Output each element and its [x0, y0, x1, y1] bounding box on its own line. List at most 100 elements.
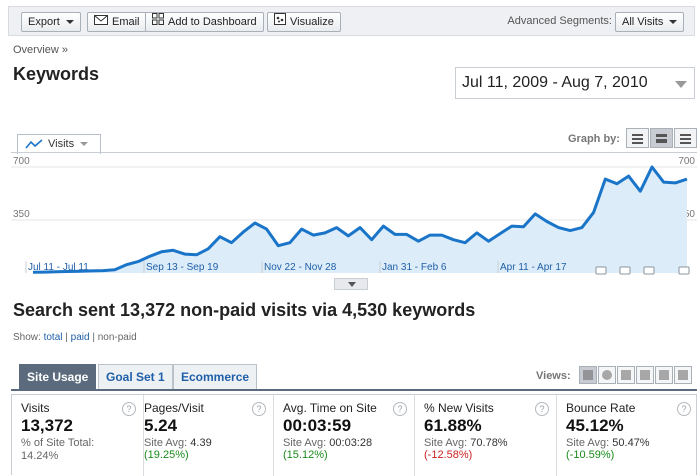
- chevron-down-icon: [80, 142, 89, 147]
- stat-sub-label: % of Site Total:: [21, 437, 95, 449]
- stat-value: 45.12%: [566, 416, 624, 435]
- report-headline: Search sent 13,372 non-paid visits via 4…: [13, 300, 476, 320]
- stat-sub-value: 00:03:28: [329, 437, 373, 449]
- stat-value: 13,372: [21, 416, 73, 435]
- stat-visits: Visits 13,372 % of Site Total: 14.24% ?: [12, 395, 144, 476]
- stat-label: Bounce Rate: [566, 401, 636, 415]
- line-chart-icon: [25, 138, 43, 156]
- segments-value: All Visits: [622, 16, 664, 28]
- stat-sub-value: 14.24%: [21, 450, 59, 462]
- tab-site-usage[interactable]: Site Usage: [19, 364, 97, 389]
- date-range-value: Jul 11, 2009 - Aug 7, 2010: [462, 74, 648, 91]
- chevron-down-icon: [669, 20, 678, 25]
- help-icon[interactable]: ?: [393, 402, 407, 416]
- email-label: Email: [112, 16, 140, 28]
- y-tick-label-right: 700: [678, 156, 695, 167]
- stat-sub-label: Site Avg:: [424, 437, 468, 449]
- stat-label: Visits: [21, 401, 50, 415]
- annotation-icon[interactable]: [678, 266, 690, 275]
- view-pie-button[interactable]: [598, 366, 616, 384]
- stat-sub-label: Site Avg:: [144, 437, 188, 449]
- graph-by-month-button[interactable]: [674, 128, 697, 148]
- report-tabs: Site Usage Goal Set 1 Ecommerce: [11, 364, 697, 391]
- stat-avg-time: Avg. Time on Site 00:03:59 Site Avg: 00:…: [274, 395, 415, 476]
- visualize-label: Visualize: [290, 16, 334, 28]
- stat-delta: (19.25%): [144, 449, 189, 461]
- tab-goal-set-1[interactable]: Goal Set 1: [98, 364, 173, 389]
- envelope-icon: [94, 13, 108, 31]
- breadcrumb[interactable]: Overview »: [13, 44, 69, 56]
- email-button[interactable]: Email: [87, 12, 147, 32]
- graph-by-week-button[interactable]: [650, 128, 673, 148]
- stat-site-avg: Site Avg: 4.39: [144, 437, 273, 449]
- stat-value: 00:03:59: [283, 416, 352, 435]
- view-term-cloud-button[interactable]: [655, 366, 673, 384]
- stat-delta: (-12.58%): [424, 449, 473, 461]
- metric-label: Visits: [48, 138, 75, 150]
- help-icon[interactable]: ?: [535, 402, 549, 416]
- stat-sub-label: Site Avg:: [283, 437, 327, 449]
- stat-site-avg: Site Avg: 70.78%: [424, 437, 556, 449]
- y-tick-label-left: 350: [13, 209, 30, 220]
- stat-label: % New Visits: [424, 401, 494, 415]
- x-tick-label: Sep 13 - Sep 19: [146, 262, 219, 273]
- stat-site-avg: Site Avg: 50.47%: [566, 437, 698, 449]
- tab-ecommerce[interactable]: Ecommerce: [173, 364, 258, 389]
- date-range-picker[interactable]: Jul 11, 2009 - Aug 7, 2010: [455, 67, 695, 99]
- view-pivot-button[interactable]: [674, 366, 692, 384]
- metric-selector[interactable]: Visits: [17, 134, 101, 154]
- show-filter: Show: total | paid | non-paid: [13, 332, 137, 343]
- stat-new-visits: % New Visits 61.88% Site Avg: 70.78% (-1…: [415, 395, 557, 476]
- view-table-button[interactable]: [579, 366, 597, 384]
- view-performance-button[interactable]: [617, 366, 635, 384]
- x-tick-label: Jan 31 - Feb 6: [382, 262, 447, 273]
- series-line: [32, 165, 688, 274]
- help-icon[interactable]: ?: [252, 402, 266, 416]
- x-tick-label: Nov 22 - Nov 28: [264, 262, 337, 273]
- export-button[interactable]: Export: [21, 12, 81, 32]
- stat-sub-label: Site Avg:: [566, 437, 610, 449]
- visualize-button[interactable]: Visualize: [267, 12, 341, 32]
- export-label: Export: [28, 16, 60, 28]
- help-icon[interactable]: ?: [677, 402, 691, 416]
- stat-label: Avg. Time on Site: [283, 401, 377, 415]
- chevron-down-icon: [65, 20, 74, 25]
- x-tick-label: Apr 11 - Apr 17: [500, 262, 567, 273]
- page-title: Keywords: [13, 64, 100, 84]
- chart-collapse-handle[interactable]: [334, 278, 368, 290]
- stat-delta: (-10.59%): [566, 449, 615, 461]
- y-tick-label-left: 700: [13, 156, 30, 167]
- summary-scorecard: Visits 13,372 % of Site Total: 14.24% ? …: [11, 394, 698, 476]
- series-area: [33, 167, 687, 273]
- stat-sub-value: 4.39: [190, 437, 212, 449]
- views-label: Views:: [536, 370, 571, 382]
- stat-value: 61.88%: [424, 416, 482, 435]
- annotation-icon[interactable]: [619, 266, 631, 275]
- stat-value: 5.24: [144, 416, 178, 435]
- add-to-dashboard-button[interactable]: Add to Dashboard: [145, 12, 264, 32]
- dashboard-label: Add to Dashboard: [168, 16, 257, 28]
- stat-site-avg: Site Avg: 00:03:28: [283, 437, 414, 449]
- stat-bounce-rate: Bounce Rate 45.12% Site Avg: 50.47% (-10…: [557, 395, 698, 476]
- stat-sub-value: 70.78%: [470, 437, 508, 449]
- view-comparison-button[interactable]: [636, 366, 654, 384]
- chevron-down-icon: [675, 81, 687, 88]
- graph-by-day-button[interactable]: [626, 128, 649, 148]
- annotation-icon[interactable]: [595, 266, 607, 275]
- report-toolbar: Export Email Add to Dashboard Visualize …: [8, 6, 695, 36]
- x-tick-label: Jul 11 - Jul 11: [28, 262, 89, 273]
- annotation-icon[interactable]: [643, 266, 655, 275]
- help-icon[interactable]: ?: [122, 402, 136, 416]
- segments-label: Advanced Segments:: [507, 15, 612, 27]
- show-total-link[interactable]: total: [43, 332, 63, 343]
- stat-sub-value: 50.47%: [612, 437, 650, 449]
- stat-label: Pages/Visit: [144, 401, 204, 415]
- stat-pages-per-visit: Pages/Visit 5.24 Site Avg: 4.39 (19.25%)…: [135, 395, 274, 476]
- show-paid-link[interactable]: paid: [70, 332, 90, 343]
- segments-dropdown[interactable]: All Visits: [615, 12, 685, 32]
- visualize-icon: [274, 13, 286, 31]
- dashboard-icon: [152, 13, 164, 31]
- stat-delta: (15.12%): [283, 449, 328, 461]
